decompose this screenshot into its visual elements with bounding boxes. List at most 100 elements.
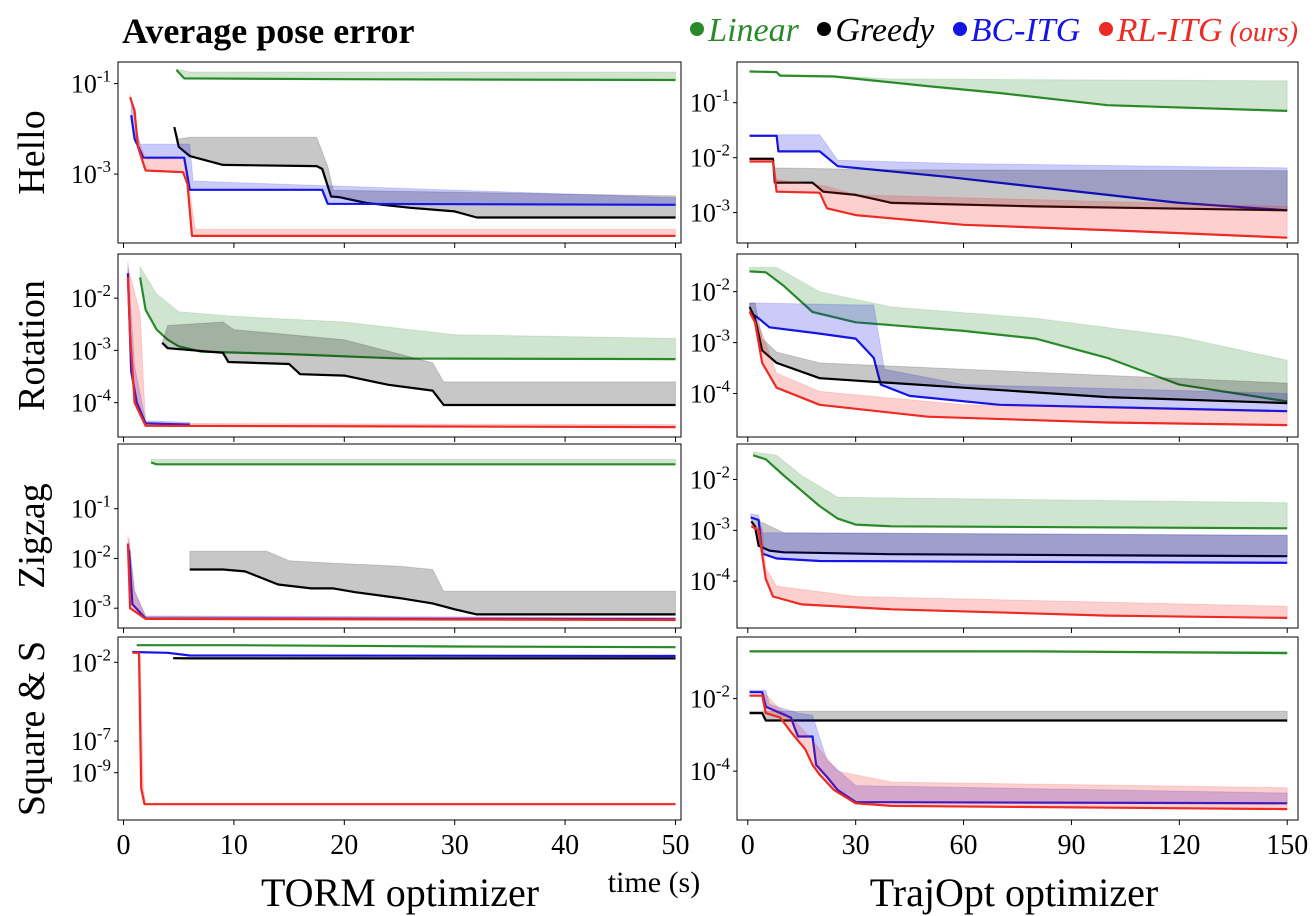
- line-bc-itg: [748, 311, 1288, 413]
- x-tick-label: 40: [551, 830, 579, 861]
- x-axis-unit-label: time (s): [608, 866, 700, 899]
- y-tick-label: 10-3: [690, 196, 730, 228]
- legend-item-linear: Linear: [690, 12, 799, 50]
- y-tick-label: 10-4: [690, 564, 731, 596]
- panel-rotation-trajopt: 10-2 10-3 10-4: [690, 253, 1299, 442]
- panel-rotation-torm: 10-2 10-3 10-4 Rotation: [11, 253, 682, 442]
- y-tick-label: 10-1: [71, 67, 111, 99]
- legend-dot-greedy: [817, 22, 832, 37]
- y-tick-label: 10-3: [71, 591, 111, 623]
- band-greedy: [749, 710, 1288, 721]
- legend-item-bc-itg: BC-ITG: [952, 12, 1081, 50]
- legend: Linear Greedy BC-ITG RL-ITG (ours): [680, 12, 1298, 50]
- legend-label-rl-itg-suffix: (ours): [1222, 17, 1298, 48]
- y-tick-label: 10-2: [71, 281, 111, 313]
- x-tick-label: 60: [950, 830, 978, 861]
- legend-label-greedy: Greedy: [835, 12, 935, 49]
- legend-label-bc-itg: BC-ITG: [970, 12, 1081, 49]
- legend-label-rl-itg: RL-ITG: [1116, 12, 1223, 49]
- line-bc-itg: [749, 134, 1288, 212]
- y-tick-label: 10-1: [71, 492, 111, 524]
- y-tick-label: 10-4: [71, 386, 112, 418]
- y-tick-label: 10-3: [71, 157, 111, 189]
- row-label-square-s: Square & S: [11, 641, 53, 816]
- line-rl-itg: [749, 694, 1288, 811]
- panel-square-s-trajopt: 10-2 10-4 0 30 60 90 120 150: [690, 636, 1308, 861]
- line-greedy: [750, 520, 1288, 558]
- y-tick-label: 10-2: [690, 463, 730, 495]
- y-tick-label: 10-7: [71, 724, 112, 756]
- line-rl-itg: [750, 525, 1288, 619]
- line-rl-itg: [749, 160, 1288, 239]
- panel-frame: [736, 61, 1299, 244]
- y-tick-label: 10-4: [690, 754, 731, 786]
- x-tick-label: 120: [1158, 830, 1200, 861]
- panel-frame: [117, 636, 682, 821]
- x-tick-label: 0: [741, 830, 755, 861]
- y-tick-label: 10-3: [71, 333, 111, 365]
- y-tick-label: 10-9: [71, 756, 111, 788]
- panel-square-s-torm: 10-2 10-710-9 0 10 20 30 40 50 Square & S: [11, 636, 689, 861]
- row-label-hello: Hello: [11, 110, 53, 194]
- line-linear: [175, 69, 676, 82]
- row-label-zigzag: Zigzag: [11, 483, 53, 589]
- line-bc-itg: [749, 691, 1288, 805]
- panel-hello-torm: 10-1 10-3 Hello: [11, 61, 682, 248]
- legend-item-greedy: Greedy: [817, 12, 934, 50]
- x-tick-label: 20: [330, 830, 358, 861]
- x-tick-label: 30: [842, 830, 870, 861]
- y-tick-label: 10-1: [690, 86, 730, 118]
- line-rl-itg: [748, 311, 1288, 427]
- panel-frame: [736, 443, 1299, 629]
- y-tick-label: 10-2: [690, 275, 730, 307]
- panel-frame: [117, 253, 682, 438]
- legend-label-linear: Linear: [708, 12, 799, 49]
- panel-zigzag-trajopt: 10-2 10-3 10-4: [690, 443, 1299, 633]
- line-rl-itg: [126, 277, 676, 429]
- line-linear: [749, 270, 1288, 403]
- line-linear: [749, 650, 1288, 655]
- panel-hello-trajopt: 10-1 10-2 10-3: [690, 61, 1299, 248]
- line-rl-itg: [132, 651, 676, 806]
- panel-frame: [117, 61, 682, 244]
- legend-item-rl-itg: RL-ITG (ours): [1098, 12, 1298, 50]
- line-linear: [136, 644, 676, 649]
- x-tick-label: 90: [1057, 830, 1085, 861]
- line-greedy: [173, 126, 676, 219]
- line-rl-itg: [129, 96, 676, 237]
- x-tick-label: 150: [1266, 830, 1308, 861]
- legend-dot-rl-itg: [1098, 22, 1113, 37]
- y-tick-label: 10-3: [690, 326, 730, 358]
- y-tick-label: 10-2: [71, 541, 111, 573]
- y-tick-label: 10-3: [690, 513, 730, 545]
- y-tick-label: 10-4: [690, 377, 731, 409]
- legend-dot-bc-itg: [952, 22, 967, 37]
- panel-zigzag-torm: 10-1 10-2 10-3 Zigzag: [11, 443, 682, 633]
- panel-frame: [736, 636, 1299, 821]
- line-greedy: [749, 711, 1288, 722]
- line-greedy: [161, 342, 676, 407]
- x-tick-label: 30: [441, 830, 469, 861]
- line-rl-itg: [126, 543, 676, 622]
- legend-dot-linear: [690, 22, 705, 37]
- x-axis-title-torm: TORM optimizer: [261, 870, 539, 915]
- y-tick-label: 10-2: [71, 645, 111, 677]
- x-axis-title-trajopt: TrajOpt optimizer: [870, 870, 1159, 915]
- chart-title: Average pose error: [122, 11, 415, 51]
- y-tick-label: 10-2: [690, 141, 730, 173]
- line-linear: [150, 461, 676, 466]
- line-bc-itg: [132, 650, 676, 658]
- line-linear: [749, 70, 1288, 112]
- x-tick-label: 10: [220, 830, 248, 861]
- row-label-rotation: Rotation: [11, 280, 53, 411]
- line-bc-itg: [130, 115, 676, 206]
- line-bc-itg: [750, 516, 1288, 564]
- line-linear: [139, 277, 676, 361]
- x-tick-label: 0: [117, 830, 131, 861]
- y-tick-label: 10-2: [690, 682, 730, 714]
- line-greedy: [189, 568, 676, 616]
- line-linear: [752, 454, 1288, 530]
- x-tick-label: 50: [661, 830, 689, 861]
